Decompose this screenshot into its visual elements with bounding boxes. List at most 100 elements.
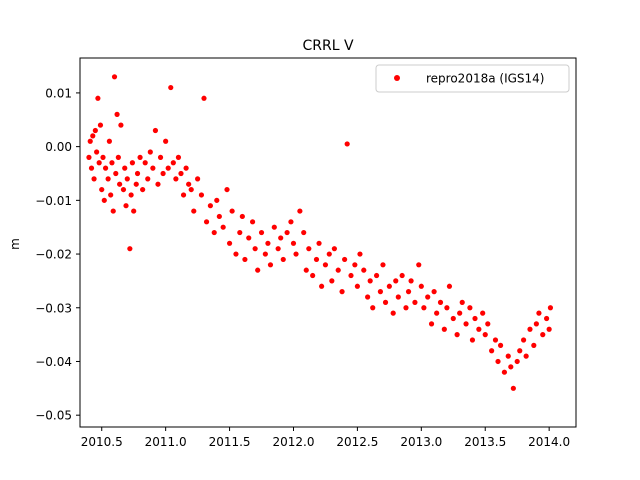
data-point (275, 246, 281, 252)
data-point (262, 251, 268, 257)
data-point (520, 337, 527, 343)
legend-marker (394, 75, 400, 81)
data-point (180, 192, 187, 198)
data-point (97, 122, 104, 128)
data-point (229, 208, 235, 214)
y-tick-label: −0.02 (35, 248, 72, 262)
data-point (186, 181, 192, 187)
data-point (203, 219, 210, 225)
data-point (446, 283, 453, 289)
data-point (416, 262, 422, 268)
data-point (517, 348, 523, 354)
data-point (403, 305, 409, 311)
data-point (319, 283, 325, 289)
data-point (99, 186, 105, 193)
data-point (508, 364, 514, 370)
data-point (344, 141, 350, 147)
data-point (170, 160, 176, 166)
data-point (546, 326, 552, 332)
data-point (280, 256, 286, 263)
data-point (105, 176, 111, 182)
data-point (195, 176, 201, 182)
data-point (237, 229, 243, 236)
data-point (288, 219, 294, 225)
data-point (301, 229, 307, 236)
data-point (188, 186, 194, 193)
data-point (113, 170, 119, 177)
data-point (390, 310, 396, 316)
x-axis: 2010.5 2011.0 2011.5 2012.0 2012.5 2013.0 2013… (81, 427, 570, 449)
data-point (100, 154, 106, 160)
data-point (233, 251, 239, 257)
chart-title: CRRL V (302, 38, 353, 54)
data-point (226, 240, 233, 246)
data-point (454, 332, 460, 338)
data-point (152, 127, 159, 134)
data-point (129, 160, 136, 166)
data-point (421, 305, 427, 311)
y-axis: 0.01 0.00 −0.01 −0.02 −0.03 −0.04 −0.05 (35, 86, 80, 423)
data-point (501, 369, 508, 375)
data-point (428, 321, 435, 327)
data-point (348, 272, 354, 279)
data-point (150, 165, 156, 171)
data-point (459, 299, 465, 305)
data-point (91, 176, 97, 182)
data-point (133, 181, 139, 187)
data-point (117, 181, 123, 187)
data-point (168, 84, 174, 91)
data-point (239, 213, 245, 220)
data-point (216, 213, 222, 220)
data-point (444, 305, 450, 311)
data-point (523, 353, 529, 359)
data-point (118, 122, 124, 128)
data-point (335, 267, 341, 273)
data-point (175, 154, 182, 160)
data-point (198, 192, 205, 198)
data-point (145, 176, 151, 182)
data-point (531, 342, 537, 348)
x-tick-label: 2011.0 (145, 435, 187, 449)
x-tick-label: 2013.0 (400, 435, 442, 449)
x-tick-label: 2011.5 (209, 435, 251, 449)
data-point (124, 176, 130, 182)
data-point (431, 289, 437, 295)
data-point (214, 197, 220, 203)
data-point (540, 332, 546, 338)
data-point (127, 246, 133, 252)
data-point (316, 240, 322, 246)
data-point (467, 305, 473, 311)
data-point (544, 315, 550, 322)
data-point (163, 138, 169, 144)
data-point (450, 315, 456, 322)
data-point (265, 240, 271, 246)
data-point (399, 272, 405, 279)
data-point (441, 326, 447, 332)
scatter-points (86, 74, 554, 391)
x-tick-label: 2012.0 (272, 435, 314, 449)
data-point (94, 149, 100, 155)
data-point (412, 299, 418, 305)
data-point (418, 283, 424, 289)
data-point (425, 294, 431, 300)
y-tick-label: −0.04 (35, 355, 72, 369)
data-point (365, 294, 371, 300)
data-point (165, 165, 171, 171)
data-point (115, 154, 121, 160)
data-point (137, 154, 143, 160)
data-point (290, 240, 297, 246)
x-tick-label: 2013.5 (464, 435, 506, 449)
data-point (242, 256, 248, 263)
data-point (533, 321, 539, 327)
data-point (514, 358, 520, 365)
data-point (472, 315, 478, 322)
legend: repro2018a (IGS14) (375, 64, 570, 93)
data-point (342, 256, 348, 263)
data-point (157, 154, 164, 160)
data-point (211, 229, 217, 236)
data-point (326, 251, 332, 257)
data-point (370, 305, 376, 311)
data-point (101, 197, 107, 203)
data-point (322, 262, 329, 268)
data-point (96, 160, 102, 166)
